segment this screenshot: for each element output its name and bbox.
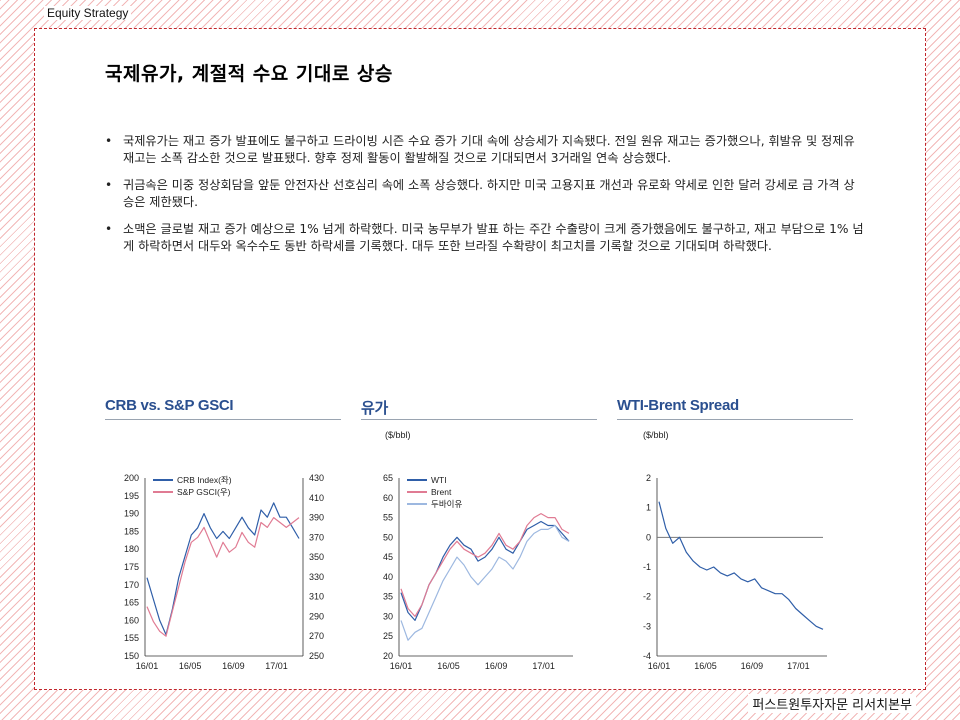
y-tick-label: 65: [383, 473, 393, 483]
y-tick-label: 35: [383, 592, 393, 602]
y-tick-label: 1: [646, 503, 651, 513]
y-right-tick-label: 350: [309, 552, 324, 562]
y-tick-label: 200: [124, 473, 139, 483]
bullet-item: • 국제유가는 재고 증가 발표에도 불구하고 드라이빙 시즌 수요 증가 기대…: [105, 133, 865, 167]
bullet-marker: •: [105, 178, 113, 192]
chart-unit-label: ($/bbl): [643, 430, 669, 440]
legend-label: Brent: [431, 487, 452, 497]
y-tick-label: 190: [124, 509, 139, 519]
x-tick-label: 17/01: [532, 661, 555, 670]
chart-wti-brent-spread: WTI-Brent Spread ($/bbl) -4 -3 -2 -1 0 1 2 16/01…: [617, 397, 853, 674]
bullet-text: 소맥은 글로벌 재고 증가 예상으로 1% 넘게 하락했다. 미국 농무부가 발…: [123, 222, 864, 253]
bullet-marker: •: [105, 134, 113, 148]
y-tick-label: 60: [383, 493, 393, 503]
y-right-tick-label: 250: [309, 651, 324, 661]
x-tick-label: 17/01: [787, 661, 810, 670]
y-tick-label: 50: [383, 532, 393, 542]
y-right-tick-label: 330: [309, 572, 324, 582]
series-line: [400, 512, 570, 617]
series-line: [400, 524, 570, 641]
x-tick-label: 16/05: [694, 661, 717, 670]
legend-label: 두바이유: [431, 499, 462, 509]
y-tick-label: 0: [646, 532, 651, 542]
y-tick-label: 40: [383, 572, 393, 582]
bullet-text: 국제유가는 재고 증가 발표에도 불구하고 드라이빙 시즌 수요 증가 기대 속…: [123, 134, 855, 165]
chart-plot: ($/bbl) -4 -3 -2 -1 0 1 2 16/01 16/05 16/09 17/01: [643, 430, 827, 671]
y-tick-label: 160: [124, 615, 139, 625]
x-tick-label: 16/01: [390, 661, 413, 670]
y-right-tick-label: 410: [309, 493, 324, 503]
y-tick-label: -3: [643, 621, 651, 631]
series-line: [146, 516, 300, 637]
page-title: 국제유가, 계절적 수요 기대로 상승: [105, 63, 393, 85]
x-tick-label: 16/05: [179, 661, 202, 670]
series-line: [400, 520, 570, 621]
x-tick-label: 16/05: [437, 661, 460, 670]
y-tick-label: 45: [383, 552, 393, 562]
legend-label: S&P GSCI(우): [177, 487, 231, 497]
y-tick-label: 175: [124, 562, 139, 572]
y-tick-label: 25: [383, 631, 393, 641]
chart-crb-gsci: CRB vs. S&P GSCI 150 155 160 165 170 175 180 18…: [105, 397, 341, 674]
y-tick-label: 195: [124, 491, 139, 501]
chart-title: CRB vs. S&P GSCI: [105, 397, 341, 420]
legend-label: WTI: [431, 475, 447, 485]
y-tick-label: 150: [124, 651, 139, 661]
bullet-marker: •: [105, 222, 113, 236]
x-tick-label: 16/09: [741, 661, 764, 670]
y-tick-label: -4: [643, 651, 651, 661]
bullet-item: • 소맥은 글로벌 재고 증가 예상으로 1% 넘게 하락했다. 미국 농무부가…: [105, 221, 865, 255]
y-tick-label: 155: [124, 633, 139, 643]
chart-title: WTI-Brent Spread: [617, 397, 853, 420]
chart-plot: 150 155 160 165 170 175 180 185 190 195 200 250 270 2…: [124, 473, 324, 671]
y-right-tick-label: 430: [309, 473, 324, 483]
y-tick-label: -1: [643, 562, 651, 572]
x-tick-label: 17/01: [265, 661, 288, 670]
y-tick-label: 2: [646, 473, 651, 483]
y-tick-label: 20: [383, 651, 393, 661]
x-tick-label: 16/09: [222, 661, 245, 670]
y-tick-label: 170: [124, 580, 139, 590]
x-tick-label: 16/09: [485, 661, 508, 670]
content-panel: 국제유가, 계절적 수요 기대로 상승 • 국제유가는 재고 증가 발표에도 불…: [34, 28, 926, 690]
y-tick-label: 165: [124, 598, 139, 608]
y-tick-label: 55: [383, 513, 393, 523]
chart-title: 유가: [361, 397, 597, 420]
bullet-text: 귀금속은 미중 정상회담을 앞둔 안전자산 선호심리 속에 소폭 상승했다. 하…: [123, 178, 855, 209]
y-tick-label: 185: [124, 526, 139, 536]
bullet-item: • 귀금속은 미중 정상회담을 앞둔 안전자산 선호심리 속에 소폭 상승했다.…: [105, 177, 865, 211]
chart-plot: ($/bbl) 20 25 30 35 40 45 50 55 60 65 16/01 16/05 16/…: [383, 430, 573, 671]
y-tick-label: 30: [383, 611, 393, 621]
series-line: [658, 501, 824, 630]
x-tick-label: 16/01: [648, 661, 671, 670]
chart-unit-label: ($/bbl): [385, 430, 411, 440]
y-right-tick-label: 290: [309, 611, 324, 621]
y-right-tick-label: 390: [309, 513, 324, 523]
x-tick-label: 16/01: [136, 661, 159, 670]
y-tick-label: -2: [643, 592, 651, 602]
footer-source: 퍼스트원투자자문 리서치본부: [748, 694, 916, 713]
y-tick-label: 180: [124, 544, 139, 554]
legend-label: CRB Index(좌): [177, 475, 232, 485]
chart-oil-price: 유가 ($/bbl) 20 25 30 35 40 45 50 55 60 65 16/01 16/05…: [361, 397, 597, 674]
y-right-tick-label: 310: [309, 592, 324, 602]
bullet-list: • 국제유가는 재고 증가 발표에도 불구하고 드라이빙 시즌 수요 증가 기대…: [105, 133, 865, 265]
report-category: Equity Strategy: [44, 6, 132, 20]
series-line: [146, 502, 300, 636]
y-right-tick-label: 270: [309, 631, 324, 641]
y-right-tick-label: 370: [309, 532, 324, 542]
